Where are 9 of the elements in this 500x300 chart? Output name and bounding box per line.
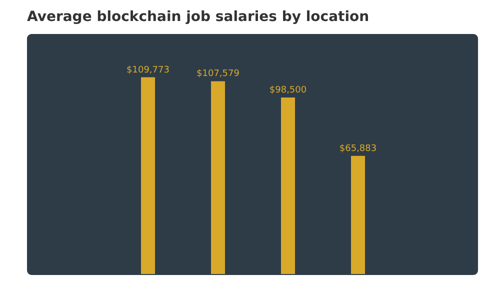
- data-label: $65,883: [339, 144, 377, 154]
- data-label: $109,773: [126, 65, 170, 76]
- data-label: $98,500: [269, 85, 307, 96]
- data-label: $107,579: [196, 69, 240, 80]
- chart-title: Average blockchain job salaries by location: [27, 9, 370, 25]
- bar: [351, 156, 365, 274]
- bar: [211, 81, 225, 274]
- bar: [281, 97, 295, 274]
- bar: [141, 77, 155, 274]
